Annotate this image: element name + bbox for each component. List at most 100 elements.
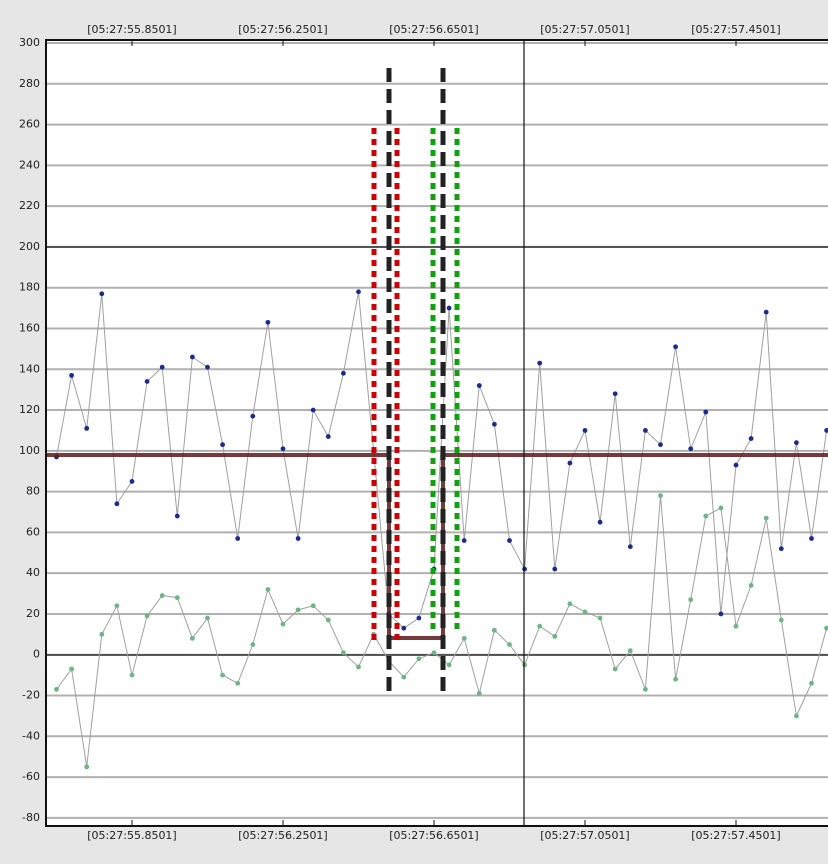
data-point [295, 607, 301, 613]
data-point [416, 615, 422, 621]
data-point [688, 597, 694, 603]
y-tick-label: 20 [26, 607, 40, 620]
data-point [174, 513, 180, 519]
data-point [763, 309, 769, 315]
data-point [718, 505, 724, 511]
data-point [582, 428, 588, 433]
data-point [265, 587, 271, 592]
y-tick-label: 220 [19, 199, 40, 212]
plot-area [46, 40, 828, 826]
data-point [340, 370, 346, 376]
data-point [507, 538, 512, 543]
data-point [582, 609, 588, 615]
y-tick-label: 160 [19, 321, 40, 334]
data-point [114, 603, 120, 609]
data-point [778, 546, 784, 552]
y-tick-label: 260 [19, 118, 40, 131]
data-point [325, 617, 331, 623]
data-point [99, 291, 105, 297]
data-point [325, 434, 331, 439]
data-point [54, 686, 59, 692]
data-point [99, 631, 105, 637]
data-point [461, 538, 467, 543]
data-point [129, 672, 135, 678]
data-point [416, 656, 422, 662]
y-tick-label: -40 [22, 729, 40, 742]
x-tick-label-bottom: [05:27:57.0501] [540, 829, 629, 842]
y-tick-label: -20 [22, 689, 40, 702]
data-point [84, 425, 90, 431]
x-tick-label-bottom: [05:27:55.8501] [87, 829, 176, 842]
data-point [189, 636, 195, 641]
data-point [643, 686, 648, 692]
data-point [627, 648, 633, 654]
x-tick-label-top: [05:27:57.4501] [691, 23, 780, 36]
data-point [597, 615, 603, 621]
data-point [446, 305, 452, 311]
data-point [537, 623, 543, 629]
data-point [356, 289, 361, 295]
data-point [84, 764, 90, 770]
data-point [356, 664, 361, 670]
data-point [612, 666, 618, 672]
data-point [295, 536, 301, 541]
data-point [461, 636, 467, 641]
plot-border [45, 39, 828, 827]
data-point [491, 627, 497, 633]
y-tick-label: 180 [19, 281, 40, 294]
data-point [144, 613, 150, 619]
x-tick-label-bottom: [05:27:56.6501] [389, 829, 478, 842]
data-point [794, 713, 799, 719]
y-tick-label: 120 [19, 403, 40, 416]
x-tick-label-top: [05:27:57.0501] [540, 23, 629, 36]
data-point [220, 442, 225, 448]
data-point [658, 493, 663, 499]
data-point [205, 615, 210, 621]
data-point [658, 442, 663, 448]
data-point [809, 536, 814, 541]
y-tick-label: 140 [19, 362, 40, 375]
data-point [507, 642, 512, 647]
data-point [340, 650, 346, 656]
data-point [552, 566, 558, 572]
data-point [476, 383, 482, 388]
overlay [46, 40, 828, 826]
data-point [69, 666, 74, 672]
y-tick-label: 80 [26, 485, 40, 498]
data-point [703, 513, 709, 519]
data-point [431, 650, 437, 656]
data-point [280, 446, 286, 452]
y-tick-label: -80 [22, 811, 40, 824]
data-point [537, 360, 543, 366]
y-tick-label: 240 [19, 158, 40, 171]
y-tick-label: 280 [19, 77, 40, 90]
data-point [643, 428, 648, 433]
data-point [159, 364, 165, 370]
data-point [476, 691, 482, 696]
data-point [174, 595, 180, 601]
x-tick-label-bottom: [05:27:56.2501] [238, 829, 327, 842]
data-point [552, 633, 558, 639]
data-point [401, 625, 407, 631]
x-tick-label-top: [05:27:55.8501] [87, 23, 176, 36]
threshold-line [46, 453, 828, 640]
data-point [673, 344, 679, 350]
data-point [446, 662, 452, 668]
x-tick-label-top: [05:27:56.6501] [389, 23, 478, 36]
y-tick-label: -60 [22, 770, 40, 783]
data-point [794, 440, 799, 446]
grid [46, 40, 828, 826]
data-point [250, 413, 256, 419]
data-point [280, 621, 286, 627]
data-point [129, 478, 135, 484]
data-point [748, 582, 754, 588]
data-point [220, 672, 225, 678]
data-point [159, 593, 165, 598]
data-point [310, 603, 316, 609]
data-point [627, 544, 633, 550]
data-point [144, 379, 150, 384]
data-point [235, 680, 241, 686]
y-tick-label: 200 [19, 240, 40, 253]
data-point [763, 515, 769, 521]
